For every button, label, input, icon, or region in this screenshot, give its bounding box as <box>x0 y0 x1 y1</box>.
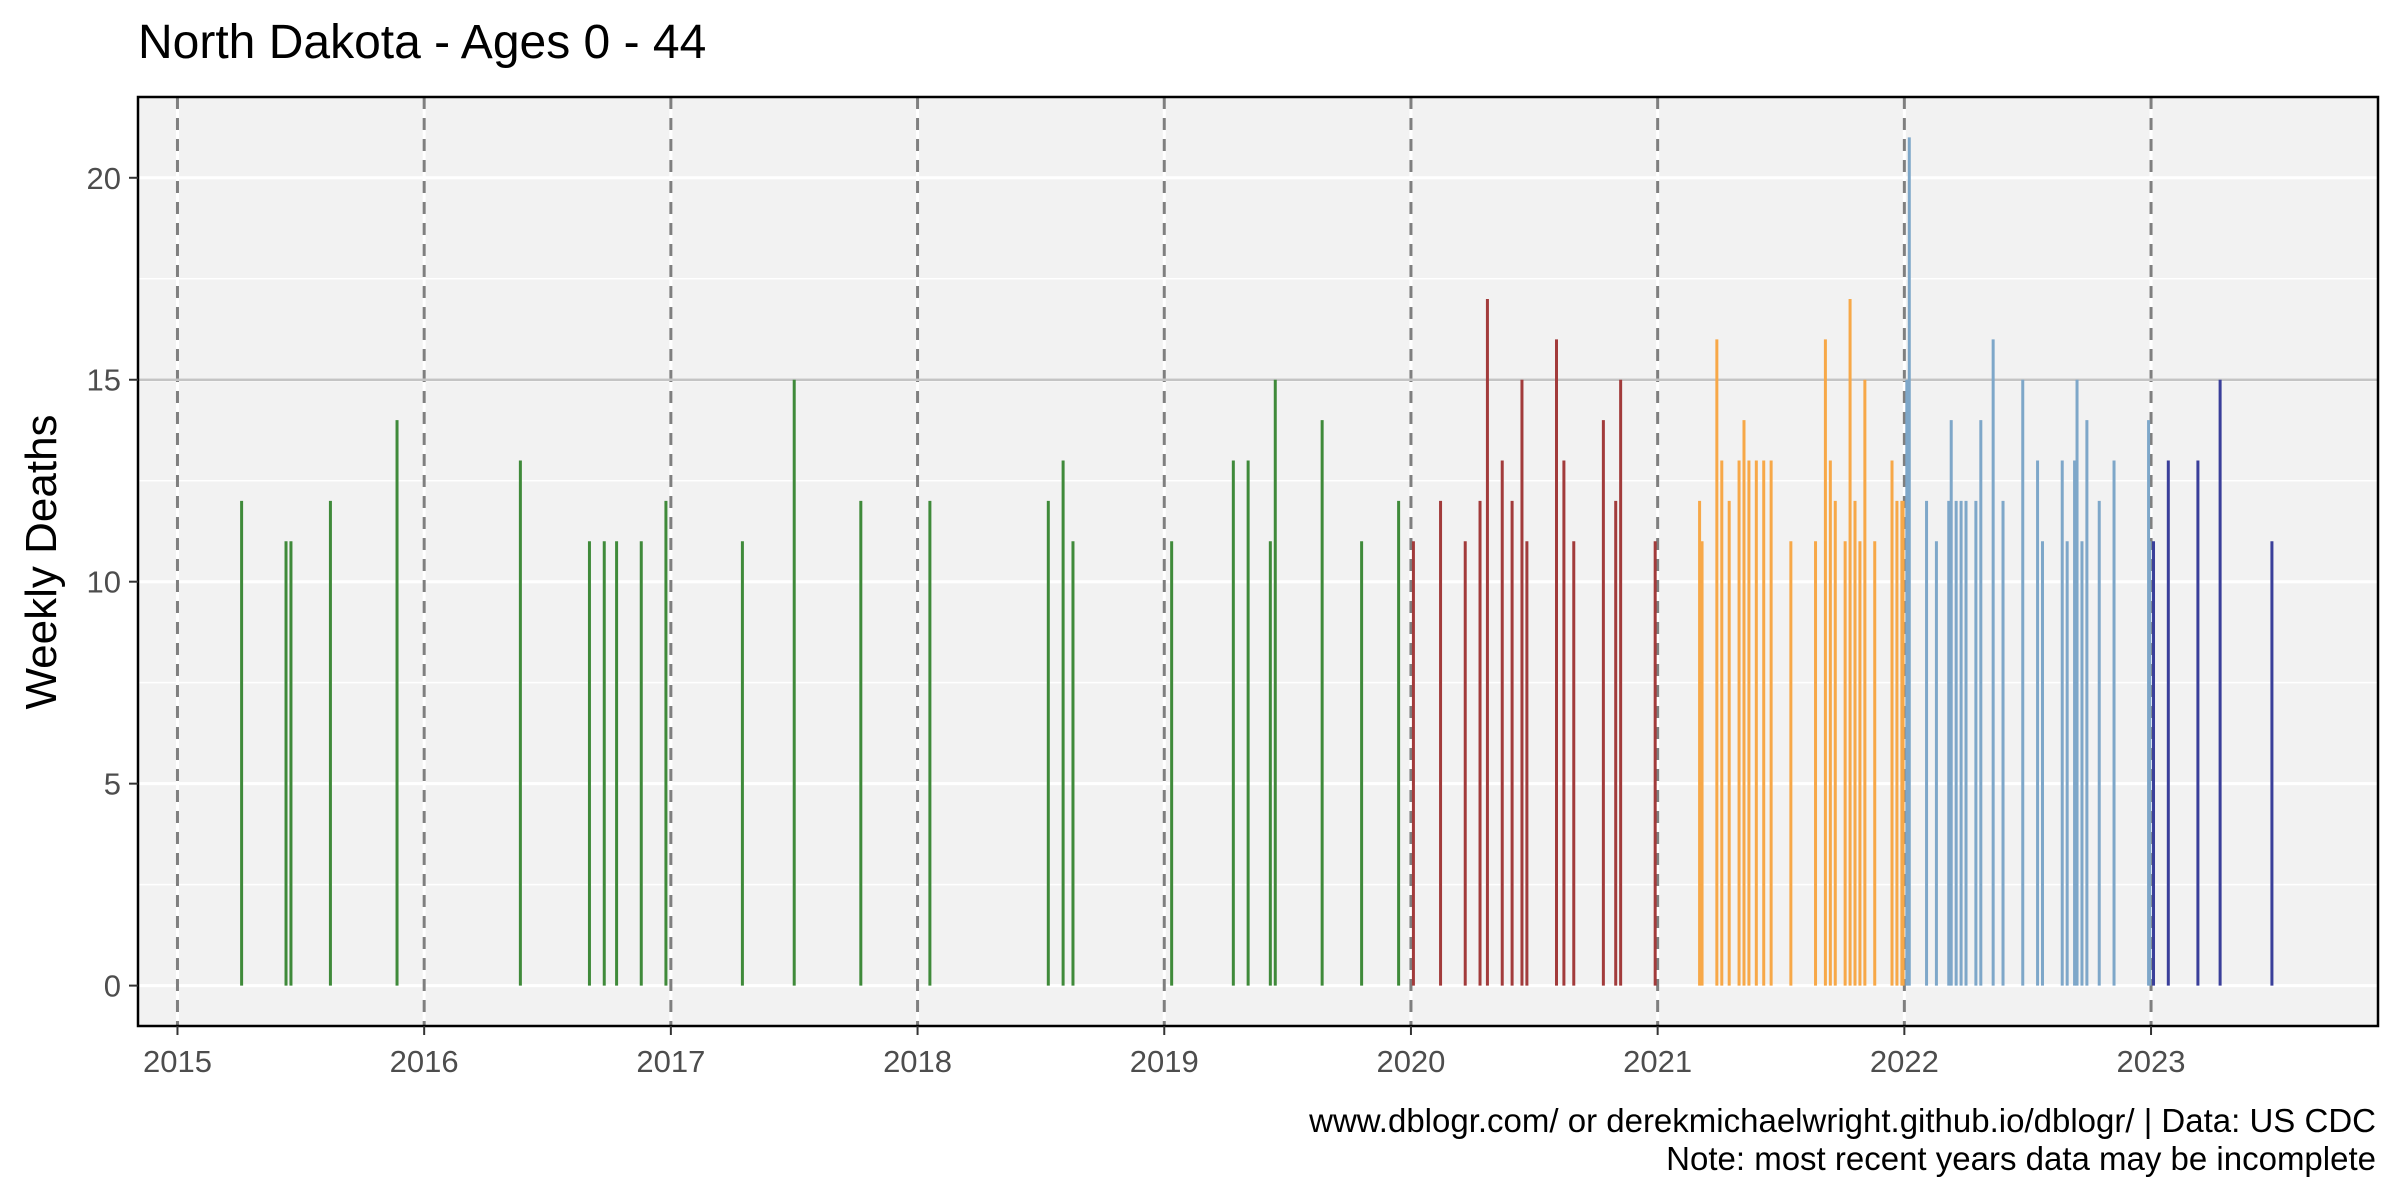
y-tick-label: 0 <box>104 969 121 1004</box>
x-tick-label: 2015 <box>143 1044 212 1079</box>
y-tick-label: 5 <box>104 767 121 802</box>
x-tick-label: 2023 <box>2117 1044 2186 1079</box>
caption-source: www.dblogr.com/ or derekmichaelwright.gi… <box>1308 1102 2376 1139</box>
caption-note: Note: most recent years data may be inco… <box>1666 1140 2376 1177</box>
y-tick-label: 15 <box>87 363 121 398</box>
x-tick-label: 2016 <box>390 1044 459 1079</box>
x-tick-label: 2017 <box>636 1044 705 1079</box>
plot-panel <box>138 97 2378 1026</box>
x-tick-label: 2018 <box>883 1044 952 1079</box>
x-tick-label: 2022 <box>1870 1044 1939 1079</box>
y-axis: 0 5 10 15 20 <box>87 161 138 1004</box>
x-tick-label: 2019 <box>1130 1044 1199 1079</box>
bars <box>240 137 2274 986</box>
y-tick-label: 20 <box>87 161 121 196</box>
y-axis-label: Weekly Deaths <box>17 414 66 709</box>
x-tick-label: 2020 <box>1376 1044 1445 1079</box>
x-axis: 2015 2016 2017 2018 2019 2020 2021 2022 2023 <box>143 1026 2186 1079</box>
chart-title: North Dakota - Ages 0 - 44 <box>138 16 706 69</box>
x-tick-label: 2021 <box>1623 1044 1692 1079</box>
y-tick-label: 10 <box>87 565 121 600</box>
plot-frame <box>136 95 2380 1028</box>
